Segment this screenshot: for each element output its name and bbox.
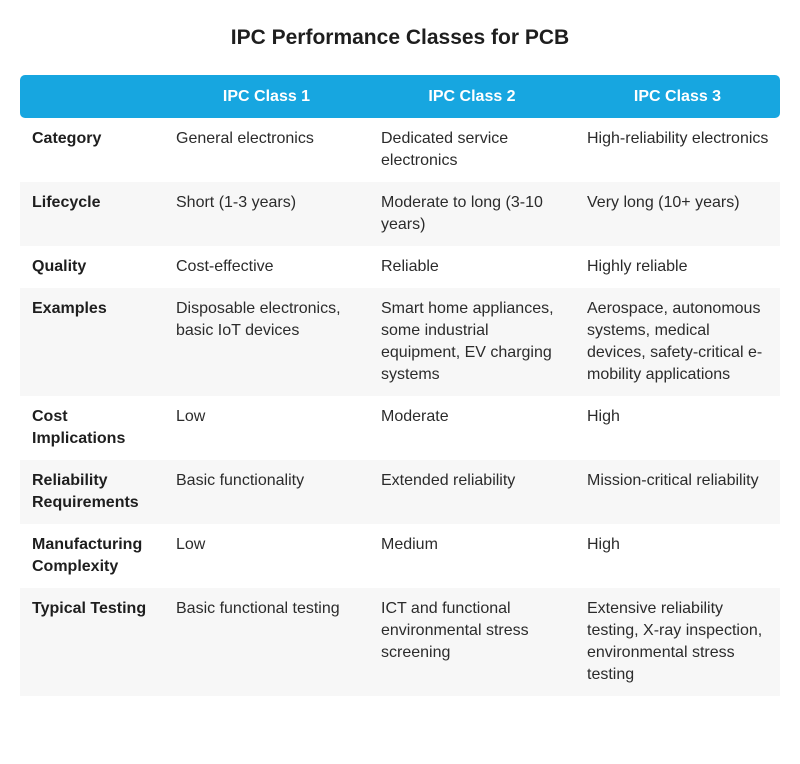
row-label: Quality bbox=[32, 258, 87, 275]
table-cell: Moderate bbox=[381, 408, 449, 425]
table-cell: High bbox=[587, 536, 620, 553]
header-row: IPC Class 1 IPC Class 2 IPC Class 3 bbox=[20, 75, 780, 118]
row-label: Category bbox=[32, 130, 102, 147]
table-cell: Basic functionality bbox=[164, 460, 369, 524]
table-cell: Basic functional testing bbox=[164, 588, 369, 696]
table-cell: ICT and functional environmental stress … bbox=[369, 588, 575, 696]
table-row: Examples Disposable electronics, basic Io… bbox=[20, 288, 780, 396]
class-table: IPC Class 1 IPC Class 2 IPC Class 3 Catego… bbox=[20, 75, 780, 696]
table-cell: High bbox=[587, 408, 620, 425]
table-cell: Short (1-3 years) bbox=[164, 182, 369, 246]
table-cell: Dedicated service electronics bbox=[381, 130, 509, 169]
row-label: Lifecycle bbox=[20, 182, 164, 246]
table-cell: High-reliability electronics bbox=[587, 130, 769, 147]
header-cell: IPC Class 3 bbox=[575, 75, 780, 118]
table-row: Manufacturing Complexity Low Medium High bbox=[20, 524, 780, 588]
table-cell: Aerospace, autonomous systems, medical d… bbox=[575, 288, 780, 396]
table-cell: Cost-effective bbox=[176, 258, 274, 275]
header-cell: IPC Class 2 bbox=[369, 75, 575, 118]
table-cell: Low bbox=[176, 536, 206, 553]
table-body: Category General electronics Dedicated ser… bbox=[20, 118, 780, 696]
header-cell: IPC Class 1 bbox=[164, 75, 369, 118]
table-cell: Extended reliability bbox=[369, 460, 575, 524]
table-cell: Very long (10+ years) bbox=[575, 182, 780, 246]
table-cell: Extensive reliability testing, X-ray ins… bbox=[575, 588, 780, 696]
table-row: Typical Testing Basic functional testing I… bbox=[20, 588, 780, 696]
table-cell: Reliable bbox=[381, 258, 439, 275]
table-header: IPC Class 1 IPC Class 2 IPC Class 3 bbox=[20, 75, 780, 118]
table-cell: Disposable electronics, basic IoT device… bbox=[164, 288, 369, 396]
table-cell: Highly reliable bbox=[587, 258, 688, 275]
table-cell: Mission-critical reliability bbox=[575, 460, 780, 524]
table-cell: Low bbox=[176, 408, 206, 425]
table-cell: Moderate to long (3-10 years) bbox=[369, 182, 575, 246]
table-row: Quality Cost-effective Reliable Highly reli… bbox=[20, 246, 780, 288]
row-label: Typical Testing bbox=[20, 588, 164, 696]
row-label: Examples bbox=[20, 288, 164, 396]
table-cell: Smart home appliances, some industrial e… bbox=[369, 288, 575, 396]
header-corner bbox=[20, 75, 164, 118]
table-cell: Medium bbox=[381, 536, 438, 553]
table-cell: General electronics bbox=[176, 130, 314, 147]
row-label: Cost Implications bbox=[32, 408, 126, 447]
table-row: Reliability Requirements Basic functional… bbox=[20, 460, 780, 524]
table-row: Category General electronics Dedicated ser… bbox=[20, 118, 780, 182]
table-row: Lifecycle Short (1-3 years) Moderate to lo… bbox=[20, 182, 780, 246]
table-row: Cost Implications Low Moderate High bbox=[20, 396, 780, 460]
row-label: Reliability Requirements bbox=[20, 460, 164, 524]
title: IPC Performance Classes for PCB bbox=[230, 26, 570, 49]
row-label: Manufacturing Complexity bbox=[32, 536, 143, 575]
